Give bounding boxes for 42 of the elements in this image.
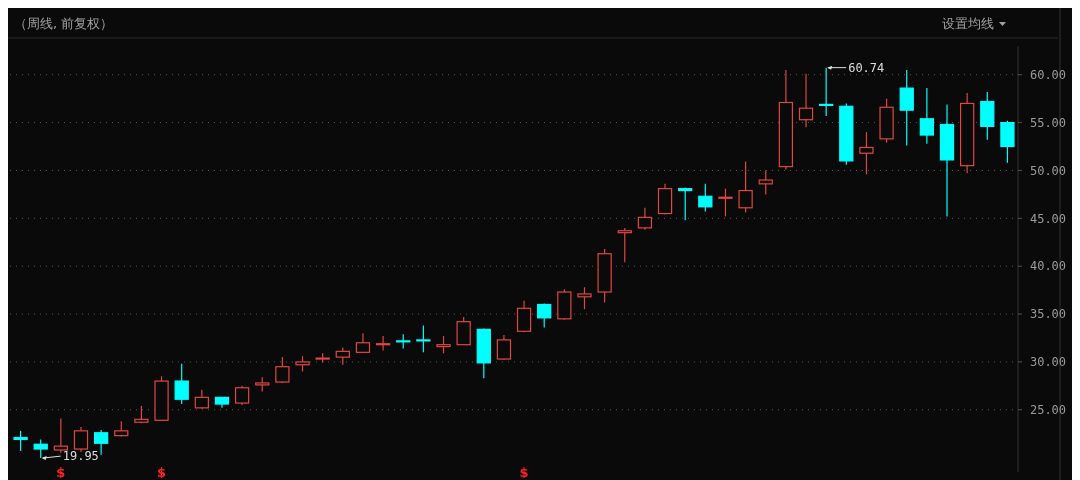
candlestick (919, 87, 935, 145)
y-tick-label: 40.00 (1029, 259, 1067, 274)
annotation: 19.95 (62, 449, 99, 464)
chart-subtitle: （周线, 前复权） (14, 16, 114, 31)
y-tick-label: 45.00 (1029, 211, 1067, 226)
candlestick (899, 69, 914, 147)
candlestick (496, 334, 512, 361)
candlestick (355, 332, 371, 353)
candlestick (174, 363, 189, 405)
candlestick (375, 335, 391, 352)
candlestick (738, 161, 753, 214)
candlestick (456, 316, 471, 346)
text: 设置均线 (942, 16, 994, 31)
y-tick-label: 35.00 (1029, 307, 1067, 322)
y-tick-label: 50.00 (1029, 163, 1067, 178)
candlestick (577, 286, 592, 310)
candlestick (819, 67, 834, 117)
candlestick (13, 430, 28, 452)
annotation: $ (519, 465, 529, 480)
y-tick-label: 25.00 (1029, 402, 1067, 417)
candlestick (798, 73, 814, 128)
y-tick-label: 30.00 (1029, 355, 1067, 370)
candlestick (758, 169, 773, 195)
candlestick (516, 300, 532, 333)
candlestick (33, 438, 48, 459)
candlestick (617, 227, 632, 263)
candlestick (275, 356, 290, 384)
candlestick (234, 385, 250, 406)
candlestick (678, 187, 693, 221)
annotation: $ (157, 465, 167, 480)
y-tick-label: 60.00 (1029, 67, 1067, 82)
candlestick (194, 389, 209, 410)
annotation: $ (56, 465, 66, 480)
candlestick (718, 188, 733, 217)
candlestick (698, 183, 713, 213)
candlestick (637, 207, 653, 231)
candlestick (416, 324, 431, 353)
candlestick (1000, 120, 1015, 164)
candlestick (859, 131, 874, 175)
annotation: 60.74 (848, 60, 885, 75)
candlestick (73, 426, 89, 453)
y-tick-label: 55.00 (1029, 115, 1067, 130)
